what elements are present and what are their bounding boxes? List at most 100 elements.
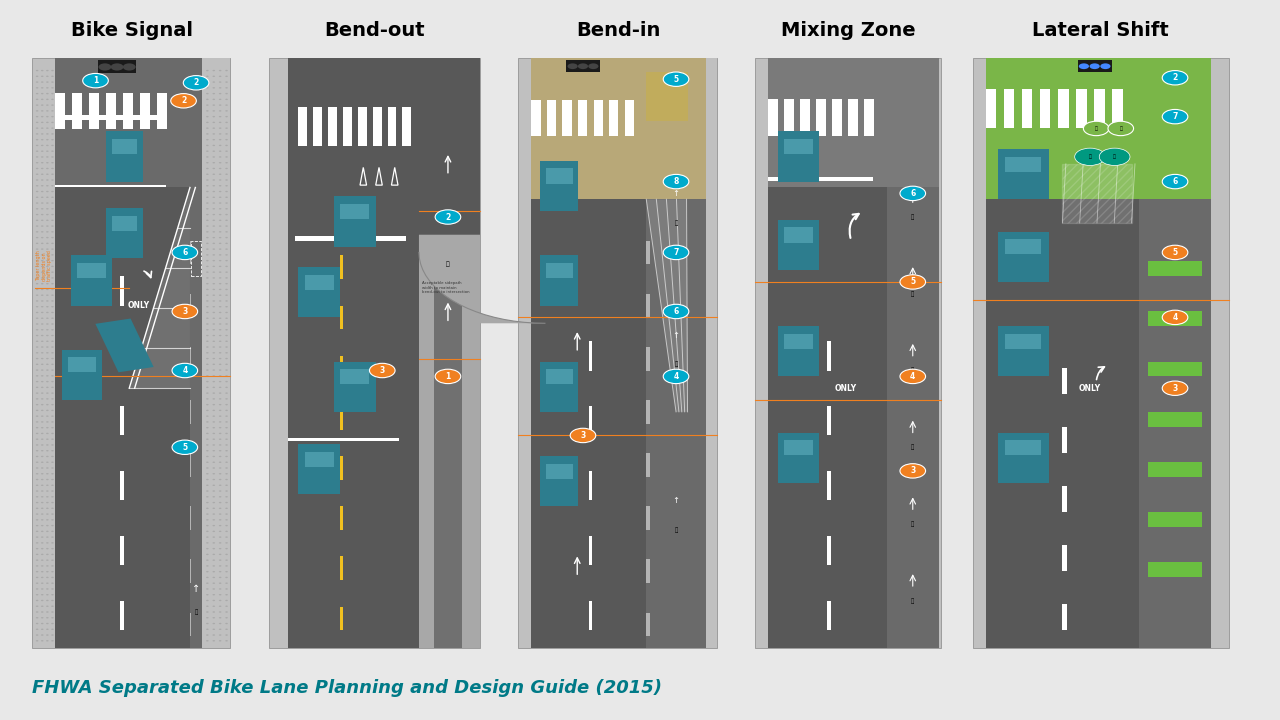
Circle shape: [46, 271, 49, 273]
Circle shape: [212, 473, 215, 474]
Circle shape: [212, 467, 215, 469]
Circle shape: [51, 606, 54, 607]
Circle shape: [225, 548, 228, 549]
Bar: [1062, 485, 1068, 512]
Bar: [646, 294, 650, 318]
Circle shape: [46, 81, 49, 83]
Circle shape: [41, 99, 44, 100]
Circle shape: [219, 266, 221, 267]
Bar: [111, 139, 137, 154]
Circle shape: [1101, 63, 1111, 69]
Circle shape: [225, 312, 228, 313]
Circle shape: [41, 392, 44, 394]
Circle shape: [36, 571, 38, 572]
Text: 7: 7: [673, 248, 678, 257]
Circle shape: [206, 127, 209, 129]
Circle shape: [46, 225, 49, 227]
Circle shape: [36, 346, 38, 348]
Circle shape: [219, 208, 221, 210]
Circle shape: [206, 559, 209, 561]
Circle shape: [51, 531, 54, 532]
Circle shape: [51, 375, 54, 377]
Circle shape: [46, 444, 49, 446]
Bar: [768, 177, 873, 181]
Bar: [191, 240, 201, 276]
Bar: [646, 613, 650, 636]
Bar: [55, 184, 165, 187]
Circle shape: [41, 438, 44, 440]
Circle shape: [51, 133, 54, 135]
Circle shape: [212, 508, 215, 509]
Circle shape: [51, 220, 54, 221]
Circle shape: [1162, 310, 1188, 325]
Circle shape: [206, 438, 209, 440]
Circle shape: [41, 312, 44, 313]
Circle shape: [206, 415, 209, 417]
Circle shape: [51, 485, 54, 486]
Circle shape: [36, 197, 38, 198]
Circle shape: [225, 467, 228, 469]
Circle shape: [206, 174, 209, 175]
Text: ONLY: ONLY: [1079, 384, 1101, 392]
Circle shape: [36, 260, 38, 261]
Polygon shape: [1062, 164, 1132, 223]
Circle shape: [46, 582, 49, 584]
Text: 3: 3: [380, 366, 385, 375]
Circle shape: [225, 433, 228, 434]
Circle shape: [36, 629, 38, 630]
Bar: [343, 107, 352, 146]
Circle shape: [51, 208, 54, 210]
Bar: [328, 107, 337, 146]
Circle shape: [225, 375, 228, 377]
Circle shape: [36, 99, 38, 100]
Bar: [777, 220, 819, 270]
Circle shape: [225, 346, 228, 348]
Circle shape: [219, 185, 221, 186]
Circle shape: [1108, 121, 1134, 135]
Circle shape: [212, 168, 215, 169]
Bar: [32, 58, 230, 648]
Text: 6: 6: [673, 307, 678, 316]
Circle shape: [225, 116, 228, 117]
Circle shape: [206, 456, 209, 457]
Bar: [294, 236, 406, 240]
Circle shape: [225, 536, 228, 538]
Circle shape: [219, 133, 221, 135]
Circle shape: [219, 381, 221, 382]
Circle shape: [212, 444, 215, 446]
Circle shape: [219, 231, 221, 233]
Bar: [531, 100, 540, 135]
Circle shape: [51, 358, 54, 359]
Circle shape: [41, 410, 44, 411]
Circle shape: [36, 582, 38, 584]
Circle shape: [212, 202, 215, 204]
Circle shape: [219, 87, 221, 89]
Text: Acceptable sidepath
width to maintain
bend-out to intersection: Acceptable sidepath width to maintain be…: [421, 282, 470, 294]
Circle shape: [51, 634, 54, 636]
Circle shape: [46, 168, 49, 169]
Bar: [55, 58, 189, 648]
Circle shape: [206, 116, 209, 117]
Text: 4: 4: [673, 372, 678, 381]
Circle shape: [212, 185, 215, 186]
Circle shape: [46, 87, 49, 89]
Circle shape: [41, 220, 44, 221]
Circle shape: [206, 450, 209, 451]
Circle shape: [225, 104, 228, 106]
Circle shape: [51, 93, 54, 94]
Circle shape: [225, 508, 228, 509]
Circle shape: [206, 150, 209, 152]
Text: FHWA Separated Bike Lane Planning and Design Guide (2015): FHWA Separated Bike Lane Planning and De…: [32, 678, 662, 697]
Circle shape: [41, 93, 44, 94]
Circle shape: [172, 440, 197, 454]
Circle shape: [206, 364, 209, 365]
Circle shape: [206, 346, 209, 348]
Bar: [61, 350, 102, 400]
Circle shape: [219, 582, 221, 584]
Circle shape: [206, 398, 209, 400]
Circle shape: [46, 197, 49, 198]
Circle shape: [36, 150, 38, 152]
Circle shape: [212, 479, 215, 480]
Circle shape: [46, 294, 49, 296]
Circle shape: [41, 341, 44, 342]
